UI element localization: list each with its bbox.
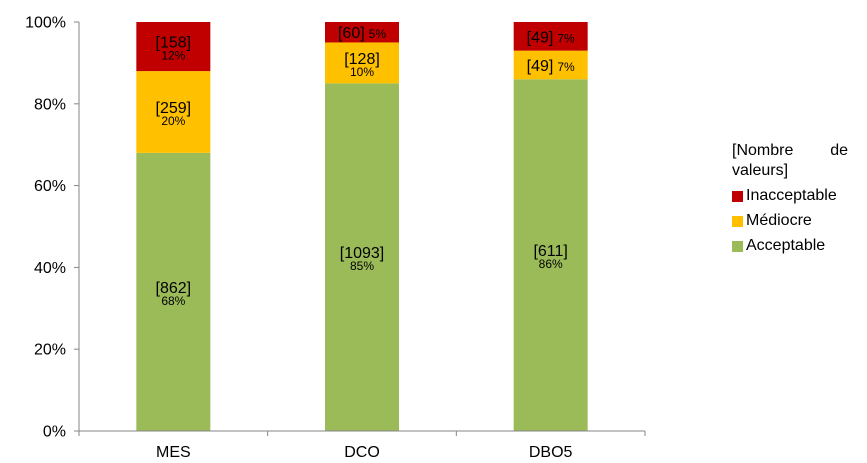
legend-label-acceptable: Acceptable (746, 237, 826, 254)
data-label-inline: [49] 7% (527, 58, 575, 75)
x-tick-label: DBO5 (529, 444, 573, 461)
bar-inacceptable-dco (325, 22, 399, 43)
data-label-count: [128] (344, 51, 380, 68)
bar-mediocre-dco (325, 42, 399, 84)
bar-mediocre-mes (136, 71, 211, 153)
y-tick-label: 0% (43, 424, 66, 441)
bar-inacceptable-mes (136, 22, 211, 72)
legend-title-line-2: valeurs] (732, 162, 789, 179)
legend-title-word-1: [Nombre (732, 142, 794, 159)
legend-label-inacceptable: Inacceptable (746, 187, 837, 204)
bar-mediocre-dbo5 (513, 50, 588, 80)
legend-item-mediocre: Médiocre (732, 211, 867, 231)
y-tick-label: 20% (34, 342, 66, 359)
legend-swatch-acceptable (732, 240, 743, 252)
legend-item-inacceptable: Inacceptable (732, 186, 867, 206)
legend-title-word-2: de (830, 142, 848, 159)
data-label-inline: [49] 7% (527, 29, 575, 46)
legend-item-acceptable: Acceptable (732, 236, 867, 256)
bar-inacceptable-dbo5 (513, 22, 588, 51)
legend-swatch-mediocre (732, 215, 743, 227)
data-label-count: [60] (338, 25, 365, 42)
data-label-percent: 12% (161, 49, 185, 63)
data-label-percent: 20% (161, 114, 185, 128)
data-label-percent: 7% (557, 31, 575, 45)
data-label-percent: 68% (161, 294, 185, 308)
data-label-inline: [60] 5% (338, 25, 386, 42)
y-tick-label: 40% (34, 260, 66, 277)
bar-acceptable-dco (325, 83, 399, 431)
y-axis: 0% 20% 40% 60% 80% 100% (25, 15, 80, 441)
data-label-count: [1093] (340, 245, 384, 262)
data-label-percent: 86% (539, 257, 563, 271)
legend-label-mediocre: Médiocre (746, 212, 812, 229)
legend: [Nombre de valeurs] Inacceptable Médiocr… (732, 141, 867, 256)
data-label-percent: 5% (369, 27, 387, 41)
data-label-percent: 85% (350, 259, 374, 273)
data-label-count: [611] (533, 243, 567, 260)
bar-acceptable-mes (136, 152, 211, 431)
y-tick-label: 80% (34, 96, 66, 113)
y-tick-label: 100% (25, 15, 66, 32)
data-label-percent: 7% (557, 60, 575, 74)
data-label-count: [862] (156, 280, 192, 297)
data-label-count: [49] (527, 58, 554, 75)
x-tick-label: DCO (344, 444, 380, 461)
bars: [862]68% [259]20% [158]12% [1093]85% [128]10… (136, 22, 588, 431)
x-axis: MES DCO DBO5 (78, 430, 646, 461)
data-label-percent: 10% (350, 65, 374, 79)
bar-acceptable-dbo5 (513, 79, 588, 431)
data-label-count: [49] (527, 29, 554, 46)
legend-swatch-inacceptable (732, 190, 743, 202)
x-tick-label: MES (156, 444, 191, 461)
data-label-count: [158] (156, 35, 192, 52)
y-tick-label: 60% (34, 178, 66, 195)
data-label-count: [259] (156, 100, 192, 117)
legend-title: [Nombre de valeurs] (732, 141, 867, 181)
